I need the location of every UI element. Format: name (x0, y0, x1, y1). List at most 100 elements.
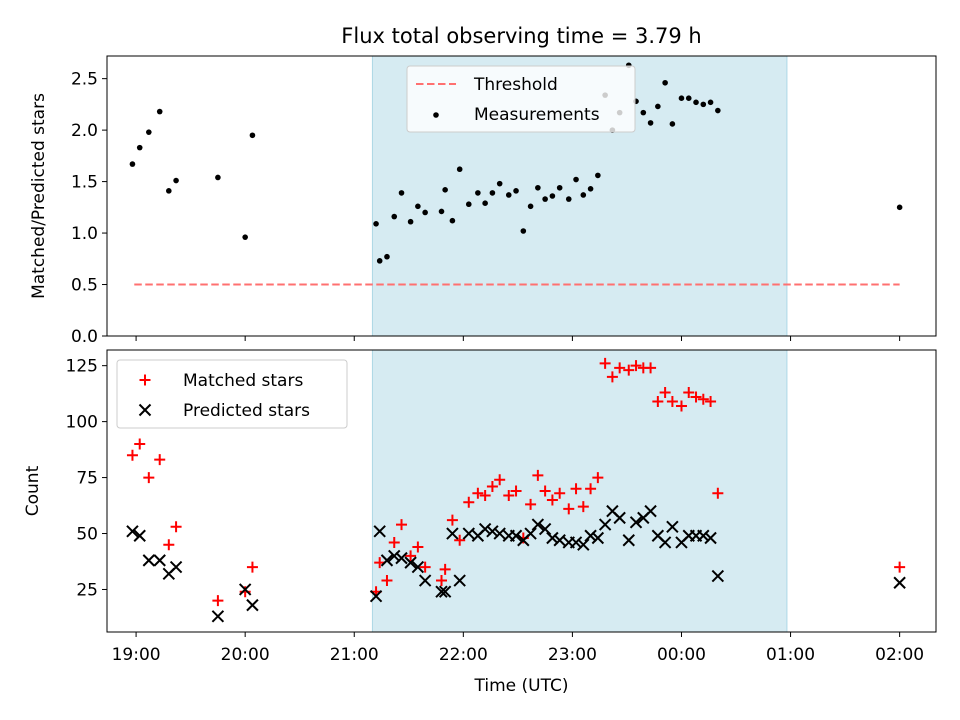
matched-star-point (630, 360, 642, 372)
measurement-point (542, 196, 548, 202)
plus-marker (139, 374, 151, 386)
x-tick-label: 22:00 (439, 645, 488, 665)
matched-legend-label: Matched stars (183, 371, 303, 391)
x-tick-label: 20:00 (221, 645, 270, 665)
matched-star-point (163, 539, 175, 551)
measurement-point (580, 192, 587, 198)
predicted-star-point (142, 554, 156, 567)
matched-star-point (894, 561, 906, 573)
measurement-point (173, 177, 179, 184)
measurement-point (407, 218, 414, 225)
measurement-point (489, 190, 496, 196)
matched-star-point (712, 487, 724, 499)
predicted-star-point (591, 531, 605, 545)
predicted-star-point (893, 576, 906, 589)
matched-star-point (246, 561, 258, 573)
measurement-point (398, 190, 405, 196)
matched-star-point (446, 514, 458, 526)
y-tick-label: 75 (76, 469, 98, 489)
measurement-point (449, 217, 456, 224)
measurement-point (215, 174, 221, 181)
measurement-point (685, 95, 692, 102)
predicted-star-point (697, 529, 710, 542)
measurement-point (669, 121, 676, 127)
predicted-star-point (584, 529, 597, 542)
count-y-axis-label: Count (23, 465, 43, 516)
predicted-star-point (644, 504, 657, 518)
matched-star-point (126, 449, 138, 461)
predicted-legend-label: Predicted stars (183, 401, 310, 421)
predicted-star-point (369, 589, 383, 603)
matched-star-point (705, 395, 717, 407)
count-panel: 19:00 20:00 21:00 22:00 23:00 00:00 01:00 02:00… (23, 349, 937, 696)
y-tick-label: 2.5 (71, 70, 98, 90)
matched-star-point (143, 472, 155, 484)
matched-star-point (532, 469, 544, 481)
measurement-point (249, 132, 256, 139)
predicted-star-point (133, 529, 146, 542)
matched-star-point (659, 387, 671, 399)
y-tick-label: 1.5 (71, 173, 98, 193)
x-tick-label: 23:00 (548, 645, 597, 665)
matched-star-point (405, 550, 417, 562)
measurement-point (373, 220, 379, 227)
y-tick-label: 125 (66, 357, 98, 377)
matched-star-point (479, 489, 491, 501)
matched-star-point (697, 393, 709, 405)
predicted-star-point (462, 527, 475, 540)
measurement-point (242, 234, 248, 240)
predicted-star-point (577, 538, 590, 551)
measurement-point (565, 196, 572, 202)
x-tick-label: 01:00 (766, 645, 815, 665)
matched-star-point (439, 563, 451, 575)
measurement-point (505, 192, 512, 198)
matched-star-point (494, 474, 506, 486)
measurement-point (535, 184, 541, 191)
matched-star-point (486, 481, 498, 493)
matched-star-point (154, 454, 166, 466)
measurement-point (442, 187, 448, 193)
measurement-point (384, 253, 390, 260)
predicted-star-point (411, 560, 425, 574)
ratio-y-axis-label: Matched/Predicted stars (29, 93, 49, 299)
matched-star-point (675, 400, 687, 412)
predicted-star-point (373, 525, 386, 538)
measurement-point (556, 184, 563, 191)
measurement-point (391, 213, 398, 220)
predicted-stars-points (126, 504, 906, 623)
measurement-point (700, 101, 707, 108)
matched-star-point (436, 575, 448, 587)
matched-star-point (563, 503, 575, 515)
predicted-star-point (446, 527, 459, 540)
count-panel-frame (106, 349, 937, 633)
measurement-point (640, 109, 647, 116)
predicted-star-point (126, 525, 139, 538)
predicted-star-point (153, 554, 166, 567)
measurement-point (573, 176, 579, 183)
matched-star-point (134, 438, 146, 450)
measurement-point (662, 79, 668, 86)
predicted-star-point (538, 522, 552, 536)
predicted-star-point (388, 549, 401, 563)
measurement-point (595, 172, 601, 179)
matched-star-point (577, 501, 589, 513)
y-tick-label: 25 (76, 580, 98, 600)
measurement-point (129, 161, 136, 167)
matched-star-point (239, 586, 251, 598)
predicted-star-point (453, 574, 466, 587)
ratio-panel-frame (106, 55, 937, 337)
measurement-point (465, 201, 472, 208)
x-axis-label: Time (UTC) (474, 676, 569, 696)
count-panel-ticks: 19:00 20:00 21:00 22:00 23:00 00:00 01:00 02:00… (66, 357, 925, 665)
matched-star-point (652, 395, 664, 407)
predicted-star-point (395, 551, 408, 565)
measurement-point (647, 120, 654, 126)
measurement-point (482, 200, 488, 207)
measurement-point (678, 95, 685, 102)
matched-star-point (599, 357, 611, 369)
predicted-star-point (509, 529, 523, 542)
matched-star-point (554, 487, 566, 499)
predicted-star-point (493, 527, 506, 540)
predicted-star-point (478, 522, 492, 536)
